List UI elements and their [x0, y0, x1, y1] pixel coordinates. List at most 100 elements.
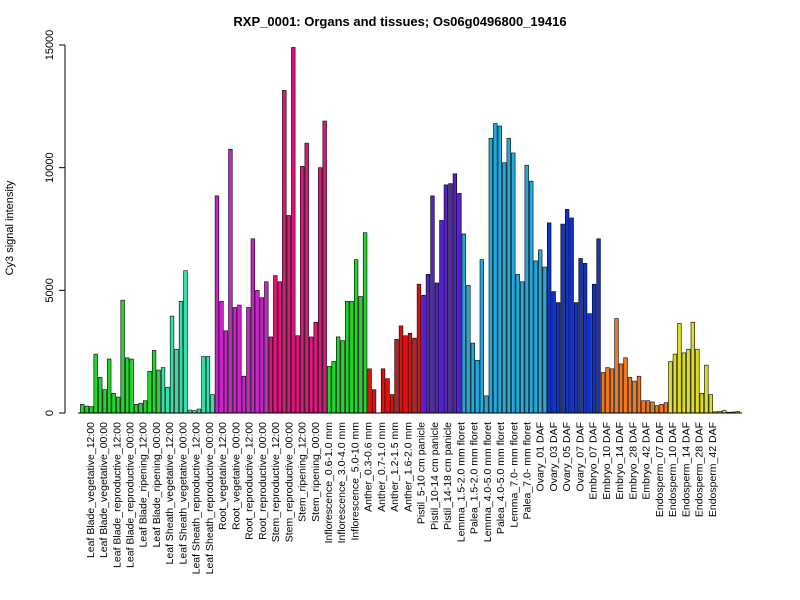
x-tick-label: Palea_1.5-2.0 mm floret — [469, 422, 481, 534]
x-tick-label: Leaf Blade_reproductive_12:00 — [111, 422, 123, 568]
bar — [560, 223, 565, 414]
bar — [600, 372, 606, 414]
bar — [264, 281, 269, 414]
x-tick-label: Leaf Blade_ripening_12:00 — [138, 422, 150, 548]
bar — [309, 336, 314, 414]
bar — [618, 363, 624, 414]
bars — [80, 47, 740, 414]
bar — [654, 405, 660, 414]
bar — [125, 357, 130, 414]
bar — [547, 222, 552, 414]
x-tick-label: Ovary_07 DAF — [574, 422, 586, 491]
bar — [282, 90, 287, 414]
chart-title: RXP_0001: Organs and tissues; Os06g04968… — [233, 14, 566, 29]
bar — [448, 183, 453, 414]
x-tick-label: Leaf Sheath_vegetative_12:00 — [164, 422, 176, 565]
x-tick-label: Root_reproductive_00:00 — [257, 422, 269, 540]
bar — [421, 294, 426, 414]
bar — [228, 148, 233, 414]
bar — [587, 313, 592, 414]
x-tick-label: Inflorescence_3.0-4.0 mm — [336, 422, 348, 544]
bar — [380, 368, 386, 414]
x-tick-label: Leaf Sheath_vegetative_00:00 — [177, 422, 189, 565]
bar — [340, 340, 345, 414]
bar — [461, 233, 467, 414]
x-tick-label: Root_vegetative_00:00 — [230, 422, 242, 530]
bar — [466, 285, 471, 414]
bar — [129, 358, 134, 414]
bar — [322, 120, 327, 414]
bar — [704, 364, 709, 414]
x-tick-label: Leaf Sheath_reproductive_12:00 — [191, 422, 203, 575]
bar — [138, 402, 143, 414]
bar — [506, 137, 511, 414]
bar — [80, 404, 85, 414]
x-tick-label: Anther_0.3-0.6 mm — [363, 422, 375, 512]
bar — [564, 209, 570, 414]
y-tick-label: 0 — [44, 410, 56, 416]
bar — [515, 274, 520, 414]
bar — [659, 404, 664, 414]
x-tick-label: Anther_1.6-2.0 mm — [402, 422, 414, 512]
bar — [93, 353, 98, 414]
x-tick-label: Inflorescence_0.6-1.0 mm — [323, 422, 335, 544]
bar — [327, 366, 332, 414]
bar — [210, 394, 215, 414]
bar — [358, 296, 363, 414]
x-tick-label: Pistil_5-10 cm panicle — [416, 422, 428, 524]
bar — [232, 307, 238, 414]
bar — [556, 302, 561, 414]
bar — [277, 281, 282, 414]
bar — [89, 406, 94, 414]
bar — [681, 352, 687, 414]
bar — [84, 405, 89, 414]
bar — [295, 335, 300, 414]
bar — [353, 259, 359, 414]
bar — [627, 377, 633, 414]
bar — [484, 395, 489, 414]
bar — [573, 302, 579, 414]
x-tick-label: Palea_7.0- mm floret — [522, 422, 534, 520]
bar — [425, 274, 431, 414]
bar — [538, 249, 543, 414]
bar — [511, 152, 516, 414]
bar — [313, 321, 318, 414]
bar — [300, 166, 305, 414]
x-tick-label: Leaf Blade_ripening_00:00 — [151, 422, 163, 548]
bar — [102, 389, 107, 414]
bar — [336, 336, 341, 414]
bar — [219, 301, 224, 414]
x-tick-label: Anther_1.2-1.5 mm — [389, 422, 401, 512]
bar — [614, 318, 619, 414]
bar — [457, 193, 462, 414]
bar — [169, 315, 175, 414]
bar — [623, 357, 628, 414]
bar — [493, 123, 498, 414]
x-tick-label: Endosperm_28 DAF — [694, 422, 706, 517]
bar — [672, 353, 678, 414]
bar — [371, 389, 377, 414]
y-axis-label: Cy3 signal intensity — [4, 180, 16, 275]
bar — [533, 260, 538, 414]
bar — [183, 270, 188, 414]
bar — [331, 361, 336, 414]
bar — [165, 386, 170, 414]
bar — [160, 367, 166, 414]
bar — [443, 184, 449, 414]
bar — [502, 162, 507, 414]
bar — [237, 304, 242, 414]
x-tick-label: Lemma_7.0- mm floret — [508, 422, 520, 528]
bar — [677, 323, 682, 414]
bar — [439, 220, 444, 414]
bar — [582, 263, 588, 414]
y-tick-label: 5000 — [44, 278, 56, 302]
x-tick-label: Ovary_05 DAF — [561, 422, 573, 491]
x-tick-label: Stem_ripening_12:00 — [297, 422, 309, 522]
bar — [686, 348, 691, 414]
bar — [174, 348, 179, 414]
x-tick-label: Embryo_28 DAF — [627, 422, 639, 500]
bar — [416, 283, 422, 414]
bar — [695, 348, 700, 414]
x-tick-label: Endosperm_07 DAF — [654, 422, 666, 517]
bar — [609, 368, 615, 414]
